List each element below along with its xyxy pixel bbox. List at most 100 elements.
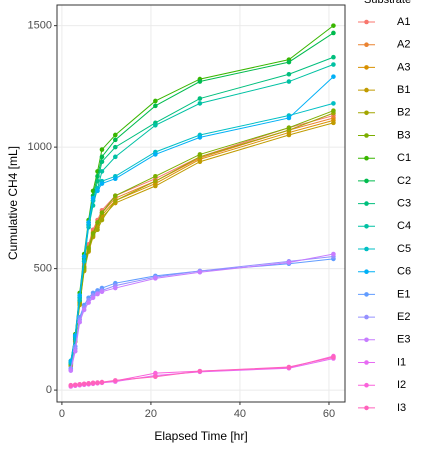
data-point: [86, 300, 91, 305]
data-point: [99, 379, 105, 385]
data-point: [153, 122, 158, 128]
data-point: [153, 103, 158, 109]
data-point: [90, 195, 96, 201]
data-point: [68, 382, 74, 388]
legend-key-point: [364, 360, 369, 365]
data-point: [286, 132, 292, 138]
data-point: [153, 173, 158, 179]
legend-key-point: [364, 110, 369, 116]
data-point: [90, 380, 96, 386]
x-tick-label: 0: [59, 408, 65, 420]
data-point: [99, 169, 105, 174]
legend-label: I3: [397, 402, 406, 414]
legend-label: B3: [397, 129, 410, 141]
data-point: [286, 71, 292, 77]
legend-key-point: [364, 19, 369, 25]
data-point: [331, 354, 336, 360]
legend-label: I2: [397, 379, 406, 391]
x-tick-label: 20: [145, 408, 157, 420]
data-point: [331, 30, 336, 36]
data-point: [197, 135, 203, 140]
data-point: [197, 79, 203, 84]
legend-label: C1: [397, 152, 411, 164]
data-point: [153, 276, 158, 281]
legend-key-point: [364, 201, 369, 206]
data-point: [113, 132, 118, 138]
data-point: [113, 198, 118, 203]
data-point: [113, 285, 118, 291]
legend-key-point: [364, 246, 369, 252]
data-point: [95, 220, 100, 225]
legend-label: B2: [397, 107, 410, 119]
legend-label: C2: [397, 175, 411, 187]
legend-key-point: [364, 155, 369, 161]
plot-border: [56, 4, 346, 403]
y-tick-label: 1000: [28, 141, 52, 153]
legend-label: A1: [397, 16, 410, 28]
data-point: [81, 254, 87, 259]
data-point: [90, 295, 96, 301]
data-point: [197, 152, 203, 157]
data-point: [113, 378, 118, 383]
legend-key-point: [364, 314, 369, 320]
data-point: [153, 183, 158, 189]
x-tick-label: 60: [323, 408, 335, 420]
data-point: [331, 108, 336, 113]
data-point: [90, 231, 96, 236]
data-point: [99, 210, 105, 216]
data-point: [86, 380, 91, 386]
x-tick-label: 40: [234, 408, 246, 420]
data-point: [95, 227, 100, 233]
legend-label: B1: [397, 84, 410, 96]
data-point: [99, 181, 105, 186]
data-point: [331, 74, 336, 79]
data-point: [72, 382, 78, 388]
data-point: [331, 54, 336, 60]
legend-key-point: [364, 42, 369, 47]
data-point: [153, 374, 158, 380]
data-point: [153, 152, 158, 157]
legend-key-point: [364, 292, 369, 297]
legend-title: Substrate: [364, 0, 411, 6]
data-point: [81, 381, 87, 387]
data-point: [153, 98, 158, 104]
data-point: [286, 260, 292, 265]
legend-label: C4: [397, 220, 411, 232]
data-point: [99, 147, 105, 152]
legend-key-point: [364, 65, 369, 70]
y-tick-label: 500: [34, 263, 52, 275]
legend-label: E3: [397, 334, 410, 346]
y-tick-label: 0: [46, 384, 52, 396]
data-point: [331, 62, 336, 67]
data-point: [331, 120, 336, 126]
legend-key-point: [364, 405, 369, 411]
legend-key-point: [364, 224, 369, 229]
legend-label: A2: [397, 39, 410, 51]
data-point: [197, 96, 203, 101]
data-point: [72, 348, 78, 354]
legend-key-point: [364, 87, 369, 93]
data-point: [153, 370, 158, 376]
data-point: [113, 193, 118, 199]
data-point: [113, 154, 118, 160]
data-point: [77, 319, 83, 325]
data-point: [197, 101, 203, 106]
data-point: [68, 368, 74, 373]
legend-label: C3: [397, 198, 411, 210]
data-point: [77, 381, 83, 387]
data-point: [197, 269, 203, 275]
data-point: [95, 380, 100, 385]
legend-key-point: [364, 269, 369, 275]
legend-key-point: [364, 133, 369, 138]
data-point: [86, 220, 91, 225]
data-point: [113, 176, 118, 182]
legend-label: E1: [397, 288, 410, 300]
x-axis-title: Elapsed Time [hr]: [154, 429, 247, 443]
data-point: [95, 188, 100, 194]
data-point: [95, 291, 100, 297]
data-point: [197, 368, 203, 374]
legend-key-point: [364, 382, 369, 388]
data-point: [286, 115, 292, 121]
data-point: [153, 178, 158, 184]
